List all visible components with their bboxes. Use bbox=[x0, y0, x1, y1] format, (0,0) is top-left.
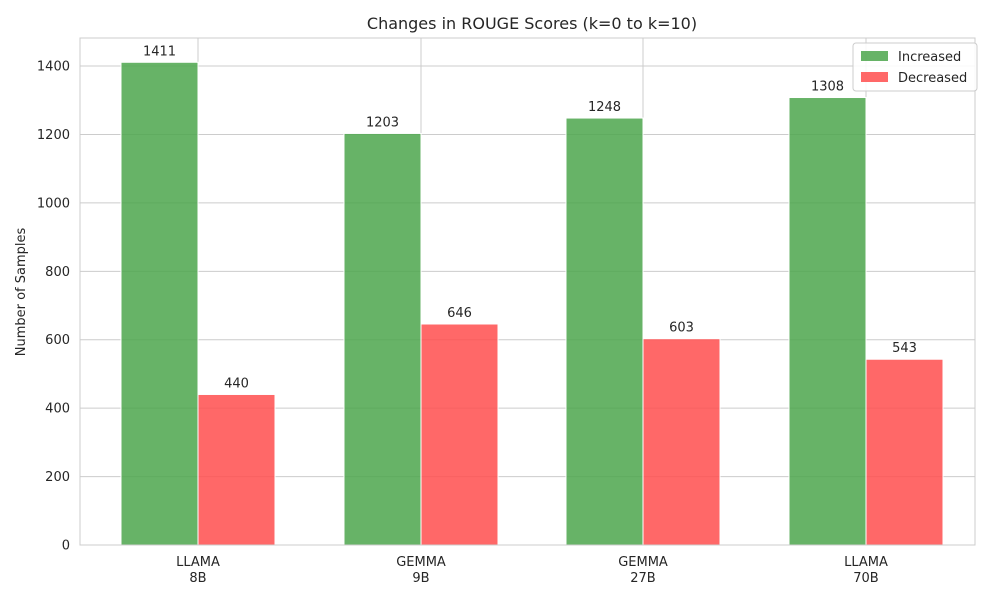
y-tick-label: 1400 bbox=[37, 60, 70, 75]
data-label-increased-2: 1248 bbox=[588, 100, 621, 115]
bar-decreased-2 bbox=[642, 338, 721, 546]
bar-decreased-3 bbox=[865, 358, 944, 546]
y-tick-label: 1000 bbox=[37, 196, 70, 211]
y-axis-label: Number of Samples bbox=[14, 228, 29, 357]
x-tick-label: LLAMA 70B bbox=[844, 555, 888, 586]
bar-decreased-1 bbox=[420, 323, 499, 546]
y-tick-label: 200 bbox=[45, 470, 70, 485]
legend-label-decreased: Decreased bbox=[898, 71, 967, 86]
bars bbox=[120, 61, 944, 546]
data-label-decreased-3: 543 bbox=[892, 341, 917, 356]
data-label-decreased-1: 646 bbox=[447, 306, 472, 321]
chart-title: Changes in ROUGE Scores (k=0 to k=10) bbox=[367, 14, 697, 33]
legend-swatch-increased bbox=[861, 51, 888, 61]
data-label-decreased-0: 440 bbox=[224, 376, 249, 391]
legend-label-increased: Increased bbox=[898, 50, 961, 65]
y-tick-label: 400 bbox=[45, 402, 70, 417]
x-tick-label: LLAMA 8B bbox=[176, 555, 220, 586]
y-tick-label: 600 bbox=[45, 333, 70, 348]
x-tick-label: GEMMA 9B bbox=[396, 555, 446, 586]
legend-swatch-decreased bbox=[861, 72, 888, 82]
data-label-increased-0: 1411 bbox=[143, 44, 176, 59]
axes: 0 200 400 600 800 1000 1200 1400 LLAMA 8B GEMMA 9B G… bbox=[37, 37, 976, 586]
plot-frame bbox=[79, 37, 976, 546]
bar-increased-3 bbox=[788, 97, 867, 546]
y-tick-label: 800 bbox=[45, 265, 70, 280]
bar-decreased-0 bbox=[197, 393, 276, 546]
bar-increased-0 bbox=[120, 61, 199, 546]
y-tick-label: 1200 bbox=[37, 128, 70, 143]
data-label-decreased-2: 603 bbox=[669, 321, 694, 336]
y-tick-label: 0 bbox=[62, 539, 70, 554]
legend: Increased Decreased bbox=[852, 42, 978, 92]
bar-increased-2 bbox=[565, 117, 644, 546]
data-labels: 1411 1203 1248 1308 440 646 603 543 bbox=[143, 44, 917, 391]
data-label-increased-1: 1203 bbox=[366, 115, 399, 130]
bar-increased-1 bbox=[343, 132, 422, 546]
data-label-increased-3: 1308 bbox=[811, 80, 844, 95]
x-tick-label: GEMMA 27B bbox=[618, 555, 668, 586]
